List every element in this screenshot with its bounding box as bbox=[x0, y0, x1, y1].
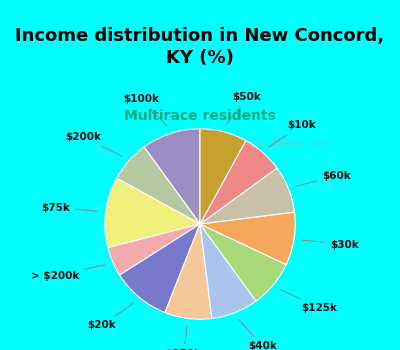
Text: $60k: $60k bbox=[296, 171, 351, 186]
Wedge shape bbox=[200, 168, 294, 224]
Wedge shape bbox=[105, 178, 200, 248]
Text: $30k: $30k bbox=[302, 239, 358, 250]
Wedge shape bbox=[200, 212, 295, 265]
Text: $75k: $75k bbox=[41, 203, 97, 212]
Wedge shape bbox=[200, 224, 286, 301]
Text: $125k: $125k bbox=[280, 289, 337, 313]
Text: Multirace residents: Multirace residents bbox=[124, 108, 276, 122]
Text: Income distribution in New Concord,
KY (%): Income distribution in New Concord, KY (… bbox=[16, 27, 384, 67]
Wedge shape bbox=[120, 224, 200, 313]
Text: $20k: $20k bbox=[88, 303, 133, 330]
Text: ⓘ City-Data.com: ⓘ City-Data.com bbox=[256, 139, 328, 148]
Text: $100k: $100k bbox=[124, 94, 167, 126]
Text: $10k: $10k bbox=[269, 120, 316, 147]
Wedge shape bbox=[200, 224, 256, 318]
Wedge shape bbox=[165, 224, 212, 319]
Wedge shape bbox=[144, 129, 200, 224]
Wedge shape bbox=[200, 141, 277, 224]
Text: > $200k: > $200k bbox=[31, 265, 105, 281]
Text: $150k: $150k bbox=[166, 327, 202, 350]
Text: $200k: $200k bbox=[66, 132, 122, 156]
Wedge shape bbox=[116, 147, 200, 224]
Text: $50k: $50k bbox=[227, 92, 262, 124]
Wedge shape bbox=[200, 129, 246, 224]
Text: $40k: $40k bbox=[239, 320, 277, 350]
Wedge shape bbox=[108, 224, 200, 275]
